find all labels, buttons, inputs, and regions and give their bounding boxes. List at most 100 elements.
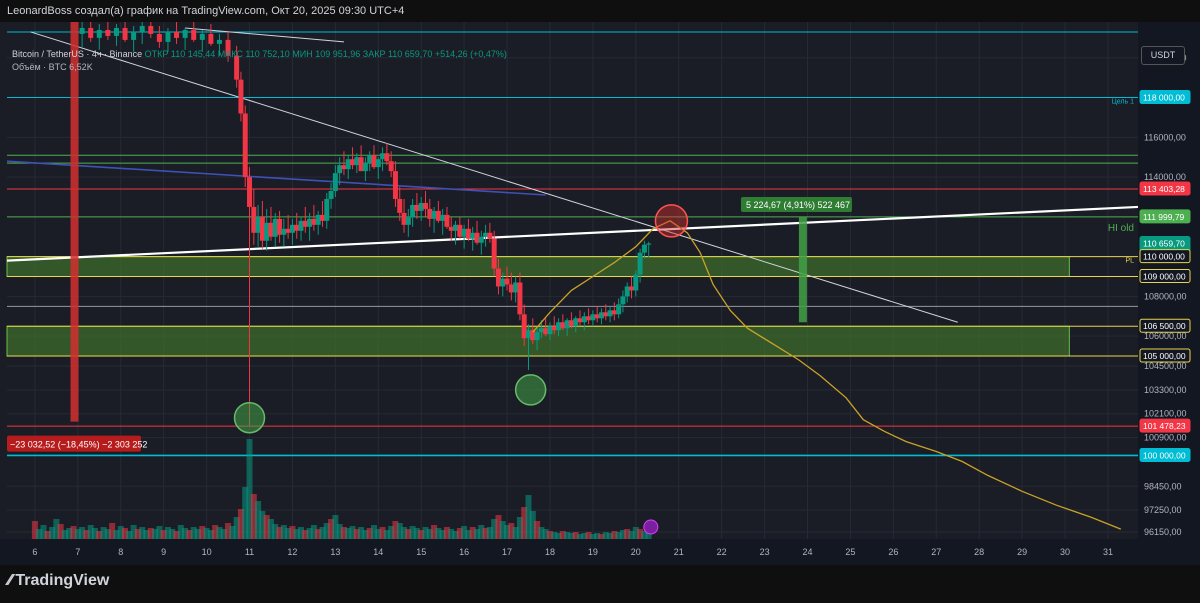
volume-bar — [542, 529, 549, 539]
volume-bar — [336, 524, 343, 539]
volume-bar — [624, 529, 631, 539]
volume-bar — [465, 530, 472, 539]
measure-down-bar — [70, 22, 79, 422]
measure-up-label-bg — [740, 196, 852, 212]
x-tick-label: 18 — [545, 547, 555, 557]
volume-bar — [619, 530, 626, 539]
candle-body — [131, 31, 137, 40]
y-tick-label: 97250,00 — [1144, 505, 1182, 515]
y-tick-label: 106000,00 — [1144, 331, 1187, 341]
candle-body — [242, 113, 248, 178]
measure-down-label: −23 032,52 (−18,45%) −2 303 252 — [10, 440, 147, 450]
candle-body — [598, 312, 604, 319]
candle-body — [285, 228, 291, 233]
currency-button[interactable]: USDT — [1141, 46, 1185, 65]
volume-bar — [375, 529, 382, 539]
wick-marker-circle — [233, 401, 266, 434]
candle-body — [255, 216, 261, 233]
volume-bar — [250, 494, 257, 539]
x-tick-label: 17 — [502, 547, 512, 557]
candle-body — [517, 282, 523, 315]
candle-body — [478, 236, 484, 243]
volume-bar — [169, 529, 176, 539]
candle-body — [556, 322, 562, 331]
candle-body — [603, 312, 609, 317]
candle-body — [551, 326, 557, 331]
candle-body — [577, 318, 583, 323]
volume-bar — [392, 521, 399, 539]
candle-body — [113, 27, 119, 36]
candle-body — [401, 212, 407, 225]
y-tick-label: 102100,00 — [1144, 409, 1187, 419]
chart-area[interactable]: −23 032,52 (−18,45%) −2 303 252 5 224,67 … — [0, 22, 1200, 565]
volume-bar — [568, 533, 575, 539]
price-badge — [1139, 418, 1191, 433]
candle-body — [504, 278, 510, 285]
volume-bar — [160, 530, 167, 539]
candle-body — [367, 155, 373, 164]
volume-bar — [31, 521, 38, 539]
candle-body — [302, 220, 308, 227]
candle-body — [530, 330, 536, 341]
volume-bar — [306, 528, 313, 539]
candle-body — [453, 224, 459, 231]
candle-body — [199, 33, 205, 40]
volume-bar — [310, 525, 317, 539]
candle-body — [139, 25, 145, 32]
candle-body — [487, 232, 493, 239]
volume-bar — [504, 525, 511, 539]
x-tick-label: 10 — [202, 547, 212, 557]
volume-bar — [546, 531, 553, 539]
candle-body — [629, 286, 635, 291]
volume-bar — [49, 527, 56, 539]
volume-bar — [431, 525, 438, 539]
volume-bar — [452, 531, 459, 539]
volume-bar — [315, 529, 322, 539]
volume-bar — [319, 527, 326, 539]
price-badge — [1139, 318, 1191, 333]
candle-body — [225, 39, 231, 56]
volume-bar — [379, 527, 386, 539]
volume-bar — [267, 519, 274, 539]
volume-bar — [388, 526, 395, 539]
volume-bar — [104, 529, 111, 539]
candle-body — [384, 153, 390, 162]
volume-bar — [156, 526, 163, 539]
candle-body — [88, 27, 94, 38]
x-tick-label: 25 — [845, 547, 855, 557]
volume-bar — [182, 528, 189, 539]
candle-body — [491, 238, 497, 269]
volume-bar — [581, 533, 588, 539]
volume-bar — [555, 533, 562, 539]
x-tick-label: 21 — [674, 547, 684, 557]
volume-bar — [564, 532, 571, 539]
volume-bar — [207, 530, 214, 539]
candle-body — [508, 284, 514, 293]
price-chart[interactable]: −23 032,52 (−18,45%) −2 303 252 5 224,67 … — [0, 22, 1200, 565]
volume-bar — [396, 523, 403, 539]
candle-body — [371, 155, 377, 168]
volume-bar — [358, 527, 365, 539]
volume-bar — [143, 530, 150, 539]
x-tick-label: 24 — [802, 547, 812, 557]
volume-bar — [486, 527, 493, 539]
candle-body — [251, 206, 257, 233]
tradingview-logo-icon: ⁄⁄ — [8, 572, 12, 589]
y-tick-label: 100900,00 — [1144, 433, 1187, 443]
x-tick-label: 13 — [330, 547, 340, 557]
x-tick-label: 27 — [931, 547, 941, 557]
volume-bar — [448, 529, 455, 539]
volume-bar — [499, 521, 506, 539]
brand-label: TradingView — [15, 572, 110, 589]
volume-bar — [263, 515, 270, 539]
candle-body — [543, 328, 549, 335]
level-tag: PL — [1125, 258, 1134, 265]
volume-bar — [225, 523, 232, 539]
volume-bar — [521, 507, 528, 539]
price-badge — [1139, 249, 1191, 264]
candle-body — [590, 314, 596, 321]
volume-bar — [122, 528, 129, 539]
measure-up-label: 5 224,67 (4,91%) 522 467 — [746, 200, 850, 210]
candle-body — [641, 244, 647, 253]
volume-bar — [645, 533, 652, 539]
